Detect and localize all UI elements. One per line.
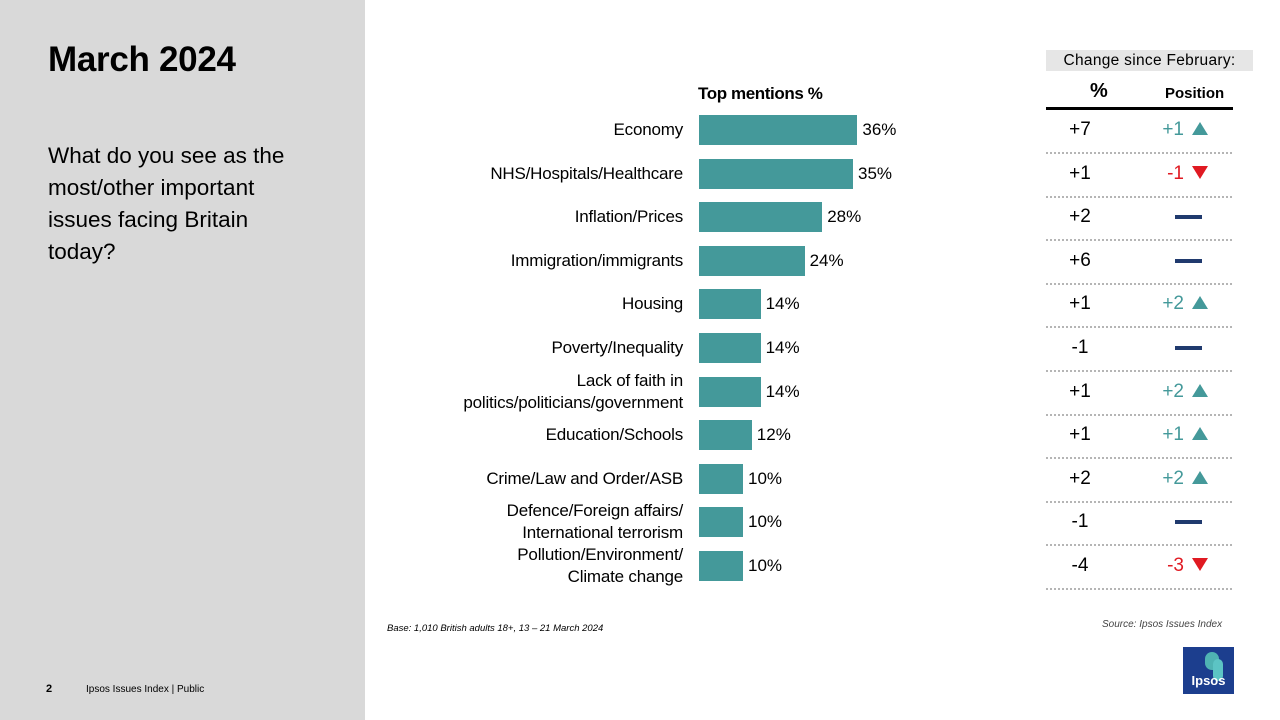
arrow-up-icon (1192, 122, 1208, 135)
category-label: Pollution/Environment/ Climate change (517, 545, 683, 586)
change-pct: +7 (1069, 119, 1091, 140)
bar (699, 289, 761, 320)
category-label: Lack of faith in politics/politicians/go… (463, 370, 683, 412)
change-pct: +1 (1069, 380, 1091, 402)
change-position: +1 (1162, 424, 1184, 446)
sidebar-panel (0, 0, 365, 720)
bar (699, 245, 805, 276)
category-label: Crime/Law and Order/ASB (486, 468, 683, 488)
change-position: +2 (1162, 467, 1184, 489)
row-divider (1046, 326, 1232, 329)
bar (699, 463, 743, 494)
no-change-dash-icon (1175, 258, 1202, 263)
source-note: Source: Ipsos Issues Index (1102, 619, 1223, 630)
bar (699, 158, 853, 189)
arrow-up-icon (1192, 296, 1208, 310)
arrow-down-icon (1192, 558, 1208, 571)
change-pct: +2 (1069, 206, 1091, 228)
chart-title: Top mentions % (698, 84, 823, 103)
row-divider (1046, 152, 1232, 154)
ipsos-logo: Ipsos (1183, 647, 1234, 694)
change-pct: +2 (1069, 467, 1091, 489)
category-label: Inflation/Prices (574, 207, 683, 227)
change-pct-column-header: % (1090, 80, 1108, 102)
value-label: 35% (858, 163, 893, 183)
change-pct: -1 (1071, 511, 1089, 533)
change-position: +2 (1162, 380, 1184, 402)
change-position: +2 (1162, 293, 1184, 315)
no-change-dash-icon (1175, 520, 1202, 525)
row-divider (1046, 413, 1232, 416)
value-label: 24% (809, 250, 844, 270)
row-divider (1046, 195, 1232, 198)
category-label: Housing (622, 294, 683, 314)
no-change-dash-icon (1175, 346, 1202, 350)
change-pct: -1 (1071, 337, 1089, 358)
bar (699, 551, 743, 581)
value-label: 14% (765, 294, 800, 314)
change-pct: +6 (1069, 249, 1091, 271)
value-label: 36% (862, 120, 897, 139)
value-label: 10% (748, 512, 783, 532)
change-pct: +1 (1069, 424, 1091, 446)
row-divider (1046, 544, 1232, 547)
arrow-up-icon (1192, 383, 1208, 397)
logo-mark (1213, 659, 1223, 681)
row-divider (1046, 588, 1232, 590)
row-divider (1046, 370, 1232, 372)
value-label: 14% (765, 381, 800, 401)
change-table-header: Change since February: (1046, 50, 1253, 71)
value-label: 10% (748, 556, 783, 575)
survey-question: What do you see as the most/other import… (48, 143, 285, 264)
row-divider (1046, 282, 1232, 285)
row-divider (1046, 500, 1232, 503)
arrow-up-icon (1192, 427, 1208, 441)
change-position-column-header: Position (1165, 85, 1225, 102)
bar (699, 376, 761, 407)
change-pct: -4 (1071, 555, 1089, 576)
change-position: -1 (1167, 162, 1184, 184)
category-label: Immigration/immigrants (510, 250, 683, 270)
footer-text: Ipsos Issues Index | Public (86, 684, 205, 695)
arrow-up-icon (1192, 470, 1208, 484)
bar (699, 507, 743, 538)
header-divider (1046, 107, 1233, 110)
category-label: Education/Schools (545, 425, 684, 445)
page-number: 2 (46, 683, 53, 695)
change-pct: +1 (1069, 293, 1091, 315)
value-label: 10% (748, 468, 783, 488)
category-label: Poverty/Inequality (551, 338, 683, 357)
logo-text: Ipsos (1191, 673, 1226, 688)
value-label: 28% (827, 207, 862, 227)
no-change-dash-icon (1175, 215, 1202, 220)
category-label: Economy (613, 120, 684, 139)
page-title: March 2024 (48, 40, 236, 79)
category-label: NHS/Hospitals/Healthcare (490, 163, 683, 183)
change-position: +1 (1162, 119, 1184, 140)
change-pct: +1 (1069, 162, 1091, 184)
arrow-down-icon (1192, 165, 1208, 179)
value-label: 12% (756, 425, 791, 445)
base-note: Base: 1,010 British adults 18+, 13 – 21 … (387, 623, 604, 634)
category-label: Defence/Foreign affairs/ International t… (506, 501, 684, 543)
bar (699, 202, 823, 233)
bar (699, 333, 761, 363)
change-position: -3 (1167, 555, 1184, 576)
bar (699, 115, 858, 145)
bar (699, 420, 752, 451)
row-divider (1046, 239, 1232, 242)
value-label: 14% (765, 338, 800, 357)
row-divider (1046, 457, 1232, 460)
